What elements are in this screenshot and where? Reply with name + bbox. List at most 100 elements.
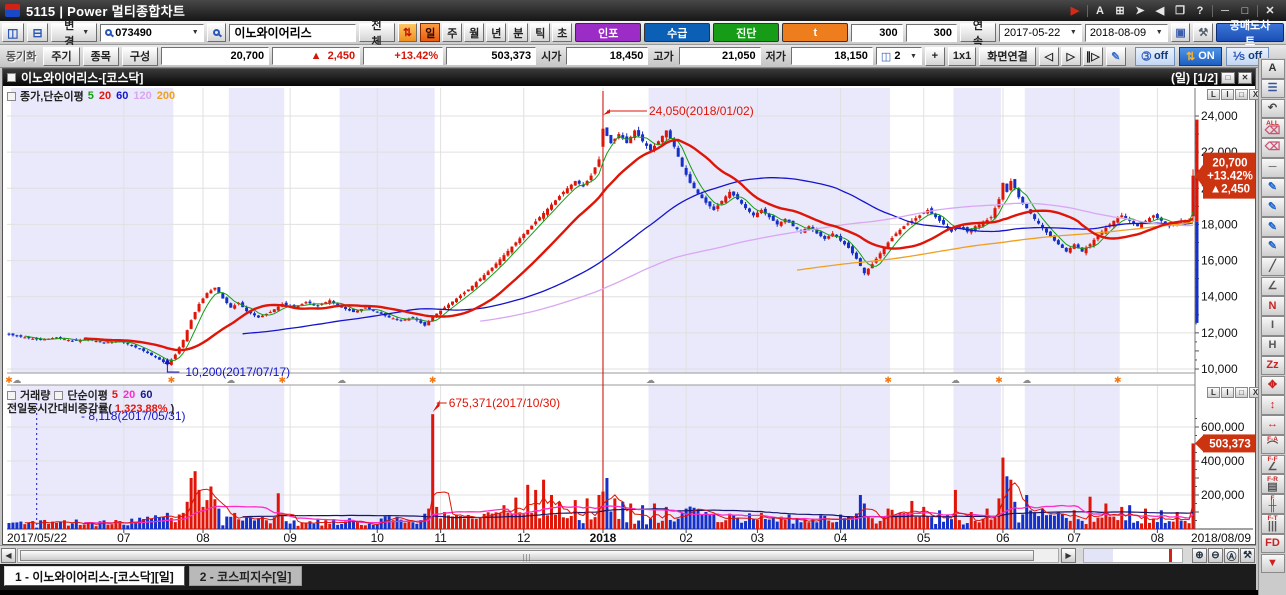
popout-icon[interactable]: ➤ [1135, 5, 1145, 17]
chart-tools-button[interactable]: ⚒ [1193, 23, 1214, 42]
angle-line-icon[interactable]: ∠ [1260, 276, 1285, 297]
zoom-reset-icon[interactable]: Ⓐ [1224, 548, 1239, 563]
zigzag-icon[interactable]: N [1260, 296, 1285, 316]
change-button[interactable]: 변경 ▼ [51, 20, 98, 48]
sync-button-주기[interactable]: 주기 [43, 46, 80, 66]
pencil-line-icon[interactable]: ✎ [1260, 197, 1285, 218]
fibonacci-time-icon[interactable]: F-T ||| [1260, 513, 1285, 534]
bar-count-input[interactable]: 300 [851, 23, 903, 42]
scroll-right-icon[interactable]: ▶ [1061, 548, 1076, 563]
maximize-icon[interactable]: □ [1241, 4, 1249, 17]
erase-all-icon[interactable]: ALL ⌫ [1260, 118, 1285, 138]
stock-lookup-button[interactable] [206, 23, 227, 42]
layout-left-icon[interactable]: ◫ [2, 23, 24, 42]
all-button[interactable]: 전체 [358, 20, 395, 48]
pencil-fill-icon[interactable]: ✎ [1260, 237, 1285, 257]
help-icon[interactable]: ? [1196, 4, 1204, 17]
period-button-일[interactable]: 일 [420, 23, 441, 42]
bar-count-input-2[interactable]: 300 [905, 23, 957, 42]
run-icon[interactable]: ▶ [1070, 5, 1080, 17]
font-icon[interactable]: A [1096, 4, 1104, 17]
nav-play-icon[interactable]: ∥▷ [1082, 46, 1103, 66]
price-histogram-icon[interactable]: F ╫ [1260, 494, 1285, 514]
layout-bottom-icon[interactable]: ⊟ [26, 23, 49, 42]
dock-icon[interactable]: ◀ [1155, 5, 1165, 17]
eraser-icon[interactable]: ⌫ [1260, 138, 1285, 158]
feature-button-t[interactable]: t [782, 23, 849, 42]
undo-icon[interactable]: ↶ [1260, 98, 1285, 119]
feature-button-수급[interactable]: 수급 [644, 23, 711, 42]
minimize-icon[interactable]: ─ [1221, 4, 1229, 17]
date-to-select[interactable]: 2018-08-09 ▼ [1084, 23, 1168, 42]
continuous-button[interactable]: 연속 [960, 20, 996, 48]
scrollbar-track[interactable]: ||| [17, 548, 1059, 563]
date-from-select[interactable]: 2017-05-22 ▼ [998, 23, 1082, 42]
short-selling-chart-button[interactable]: 공매도차트 [1216, 20, 1284, 48]
panel-button-L[interactable]: L [1207, 89, 1220, 100]
stock-code-input[interactable]: 073490 ▼ [100, 23, 204, 42]
updown-sort-button[interactable]: ⇅ [397, 23, 418, 42]
trendline-icon[interactable]: ╱ [1260, 256, 1285, 277]
scroll-left-icon[interactable]: ◀ [1, 548, 16, 563]
chart-checkbox-icon[interactable] [7, 73, 16, 82]
period-button-틱[interactable]: 틱 [530, 23, 551, 42]
vertical-measure-icon[interactable]: ↕ [1260, 395, 1285, 415]
pencil-flag-icon[interactable]: ✎ [1260, 217, 1285, 237]
fibonacci-fan-icon[interactable]: F-F ∠ [1260, 454, 1285, 475]
wave-tool-icon[interactable]: Zz [1260, 355, 1285, 376]
period-button-분[interactable]: 분 [508, 23, 529, 42]
fibonacci-retracement-icon[interactable]: F-R ▤ [1260, 474, 1285, 494]
cascade-icon[interactable]: ❐ [1175, 5, 1185, 17]
updown-toggle[interactable]: ⇅ ON [1178, 46, 1222, 66]
draw-pen-button[interactable]: ✎ [1105, 46, 1126, 66]
horizontal-line-icon[interactable]: H [1260, 335, 1285, 356]
nav-prev-icon[interactable]: ◁ [1038, 46, 1059, 66]
split-count-select[interactable]: ◫ 2 ▼ [875, 47, 922, 65]
feature-button-인포[interactable]: 인포 [575, 23, 642, 42]
code-dropdown-icon[interactable]: ▼ [191, 29, 199, 36]
text-tool-icon[interactable]: A [1260, 59, 1285, 79]
screen-link-button[interactable]: 화면연결 [979, 46, 1036, 66]
price-volume-chart[interactable]: ✱ ✱ ✱ ✱ ✱ ✱ ✱☁ ☁ ☁ ☁ ☁ ☁24,050(2018/01/02)10,200(20… [3, 86, 1255, 544]
panel-button-L[interactable]: L [1207, 387, 1220, 398]
nav-next-icon[interactable]: ▷ [1060, 46, 1081, 66]
auto-refresh-toggle[interactable]: ➂ off [1134, 46, 1175, 66]
zoom-in-icon[interactable]: ⊕ [1192, 548, 1207, 563]
scrollbar-thumb[interactable]: ||| [20, 550, 1034, 562]
cross-arrow-icon[interactable]: ✥ [1260, 375, 1285, 396]
chart-tab-1[interactable]: 1 - 이노와이어리스-[코스닥][일] [4, 566, 185, 586]
date-from-dropdown-icon[interactable]: ▼ [1069, 29, 1077, 36]
period-button-월[interactable]: 월 [464, 23, 485, 42]
stock-name-input[interactable]: 이노와이어리스 [229, 23, 356, 42]
zoom-out-icon[interactable]: ⊖ [1208, 548, 1223, 563]
panel-button-□[interactable]: □ [1235, 387, 1248, 398]
indicator-window-icon[interactable]: ☰ [1260, 78, 1285, 99]
save-button[interactable]: ▣ [1170, 23, 1191, 42]
price-legend-checkbox-icon[interactable] [7, 91, 16, 101]
volume-ma-checkbox-icon[interactable] [54, 390, 64, 400]
chart-minimap[interactable] [1083, 548, 1183, 563]
add-panel-button[interactable]: + [924, 46, 945, 66]
period-button-초[interactable]: 초 [552, 23, 573, 42]
period-button-주[interactable]: 주 [442, 23, 463, 42]
chart-maximize-icon[interactable]: □ [1221, 71, 1235, 84]
panel-button-I[interactable]: I [1221, 89, 1234, 100]
split-dropdown-icon[interactable]: ▼ [909, 52, 917, 60]
date-to-dropdown-icon[interactable]: ▼ [1155, 29, 1163, 36]
sync-button-구성[interactable]: 구성 [121, 46, 159, 66]
feature-button-진단[interactable]: 진단 [713, 23, 780, 42]
period-button-년[interactable]: 년 [486, 23, 507, 42]
chart-settings-icon[interactable]: ⚒ [1240, 548, 1255, 563]
panel-button-□[interactable]: □ [1235, 89, 1248, 100]
grid-layout-button[interactable]: 1x1 [947, 46, 977, 66]
vertical-range-icon[interactable]: I [1260, 316, 1285, 336]
pencil-icon[interactable]: ✎ [1260, 177, 1285, 198]
segment-icon[interactable]: ─ [1260, 157, 1285, 178]
more-tools-icon[interactable]: ▼ [1260, 553, 1285, 574]
close-icon[interactable]: ✕ [1265, 5, 1275, 17]
chart-tab-2[interactable]: 2 - 코스피지수[일] [188, 566, 303, 586]
new-window-icon[interactable]: ⊞ [1115, 5, 1125, 17]
fibonacci-arc-icon[interactable]: F-A ⌒ [1260, 434, 1285, 455]
chart-close-icon[interactable]: ✕ [1238, 71, 1252, 84]
panel-button-I[interactable]: I [1221, 387, 1234, 398]
